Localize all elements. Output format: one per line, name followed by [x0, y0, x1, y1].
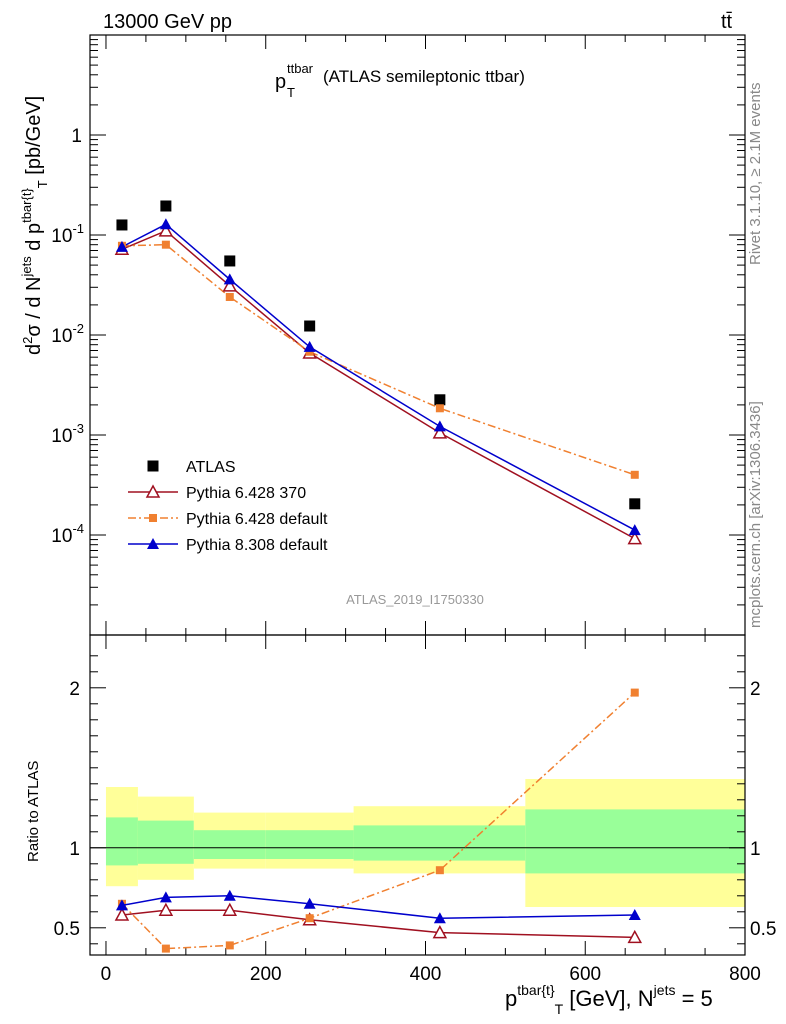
- x-axis-label: ptbar{t}T [GeV], Njets = 5: [505, 982, 713, 1017]
- ratio-line-pythia-6-428-default: [121, 692, 636, 950]
- ratio-point-pythia-6-428-370: [222, 902, 238, 916]
- top-point-atlas: [304, 320, 316, 332]
- title-sub: T: [287, 85, 295, 100]
- top-point-pythia-8-308-default: [115, 240, 128, 252]
- uncertainty-band-inner: [353, 825, 526, 861]
- top-point-pythia-6-428-370: [158, 223, 174, 237]
- top-point-pythia-6-428-370: [222, 278, 238, 292]
- process-label: tt̄: [721, 11, 733, 33]
- x-tick-label: 0: [101, 964, 112, 985]
- energy-label: 13000 GeV pp: [103, 11, 232, 33]
- ratio-point-pythia-8-308-default: [628, 909, 641, 920]
- ratio-point-pythia-6-428-default: [161, 944, 170, 953]
- top-point-pythia-6-428-default: [161, 240, 170, 249]
- ratio-point-pythia-8-308-default: [303, 897, 316, 909]
- bottom-frame: [89, 634, 746, 956]
- legend-label: ATLAS: [186, 459, 236, 476]
- top-y-tick-label: 10-2: [51, 321, 84, 347]
- top-point-pythia-8-308-default: [159, 218, 172, 230]
- bottom-ylabel: Ratio to ATLAS: [25, 761, 42, 862]
- top-y-tick-label: 10-1: [51, 221, 84, 247]
- bottom-y-tick-label-right: 0.5: [750, 919, 776, 940]
- bottom-y-tick-label: 2: [69, 679, 80, 700]
- plot-title: p ttbar T (ATLAS semileptonic ttbar): [275, 61, 525, 100]
- top-point-pythia-8-308-default: [433, 420, 446, 432]
- top-line-pythia-6-428-370: [121, 229, 636, 540]
- bottom-y-tick-label: 1: [69, 839, 80, 860]
- ratio-line-pythia-6-428-370: [121, 909, 635, 939]
- ratio-point-pythia-6-428-370: [158, 902, 174, 916]
- top-point-atlas: [434, 394, 446, 406]
- uncertainty-band-inner: [105, 817, 138, 866]
- legend-marker: [149, 514, 157, 522]
- xlabel: ptbar{t}T [GeV], Njets = 5: [505, 982, 713, 1017]
- top-point-atlas: [116, 219, 128, 231]
- x-tick-label: 800: [729, 964, 761, 985]
- ratio-point-pythia-8-308-default: [115, 899, 128, 911]
- title-p: p: [275, 71, 286, 93]
- uncertainty-band-inner: [193, 830, 266, 859]
- top-y-tick-label: 10-3: [51, 421, 84, 447]
- bottom-panel: 0 200 400 600 800 0.5 0.5 1 1 2 2: [54, 634, 776, 985]
- legend-label: Pythia 8.308 default: [186, 537, 328, 554]
- ratio-point-pythia-6-428-default: [630, 688, 639, 697]
- legend-marker: [147, 460, 159, 472]
- top-point-atlas: [160, 200, 172, 212]
- top-ylabel: d2σ / d Njets d ptbar{t}T [pb/GeV]: [19, 96, 50, 355]
- ratio-point-pythia-8-308-default: [223, 889, 236, 901]
- ratio-point-pythia-8-308-default: [159, 891, 172, 903]
- title-sup: ttbar: [287, 61, 314, 76]
- uncertainty-band-inner: [265, 830, 354, 859]
- ratio-point-pythia-6-428-370: [432, 925, 448, 939]
- top-y-axis-label: d2σ / d Njets d ptbar{t}T [pb/GeV]: [19, 96, 50, 355]
- ratio-line-pythia-8-308-default: [121, 895, 635, 919]
- top-point-pythia-6-428-370: [627, 531, 643, 545]
- x-tick-label: 400: [410, 964, 442, 985]
- legend-label: Pythia 6.428 370: [186, 485, 306, 502]
- top-point-pythia-6-428-370: [432, 425, 448, 439]
- bottom-y-tick-label-right: 2: [750, 679, 761, 700]
- top-point-pythia-8-308-default: [628, 524, 641, 536]
- ratio-point-pythia-6-428-370: [627, 929, 643, 944]
- top-point-atlas: [224, 255, 236, 267]
- ratio-point-pythia-6-428-370: [114, 907, 130, 921]
- top-point-pythia-8-308-default: [303, 340, 316, 352]
- uncertainty-band-inner: [525, 809, 745, 874]
- title-rest: (ATLAS semileptonic ttbar): [323, 67, 525, 86]
- top-line-pythia-6-428-default: [121, 243, 636, 476]
- top-line-pythia-8-308-default: [121, 223, 636, 531]
- top-point-pythia-6-428-default: [225, 292, 234, 301]
- analysis-id: ATLAS_2019_I1750330: [346, 592, 484, 607]
- mcplots-label: mcplots.cern.ch [arXiv:1306.3436]: [747, 401, 764, 628]
- bottom-y-tick-label: 0.5: [54, 919, 80, 940]
- bottom-y-tick-label-right: 1: [750, 839, 761, 860]
- rivet-label: Rivet 3.1.10, ≥ 2.1M events: [747, 83, 764, 266]
- ratio-point-pythia-6-428-default: [305, 914, 314, 923]
- x-tick-label: 200: [250, 964, 282, 985]
- ratio-point-pythia-8-308-default: [433, 912, 446, 924]
- ratio-point-pythia-6-428-default: [225, 941, 234, 950]
- uncertainty-band-inner: [137, 820, 194, 864]
- top-panel: 10-4 10-3 10-2 10-1 1: [51, 34, 746, 955]
- top-point-pythia-8-308-default: [223, 273, 236, 285]
- top-y-tick-label: 10-4: [51, 521, 84, 547]
- legend-label: Pythia 6.428 default: [186, 511, 328, 528]
- legend-marker: [145, 484, 161, 498]
- legend: ATLAS Pythia 6.428 370 Pythia 6.428 defaul…: [128, 459, 328, 554]
- top-point-pythia-6-428-default: [435, 404, 444, 413]
- legend-marker: [147, 538, 159, 549]
- top-point-pythia-6-428-default: [630, 470, 639, 479]
- ratio-point-pythia-6-428-default: [435, 866, 444, 875]
- top-y-tick-label: 1: [71, 126, 82, 147]
- top-point-atlas: [629, 498, 641, 510]
- x-tick-label: 600: [569, 964, 601, 985]
